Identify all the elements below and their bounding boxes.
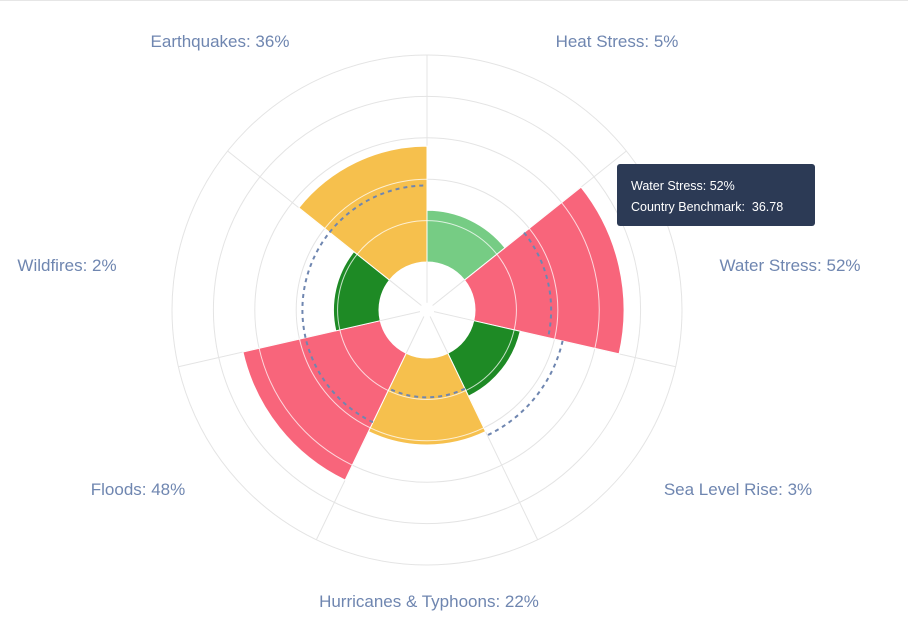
bar-grid-overlay [298,338,371,429]
bar-grid-overlay [387,390,467,400]
benchmark-wildfires [301,231,331,338]
bar-grid-overlay [258,348,353,466]
tooltip-benchmark-value: 36.78 [751,200,784,214]
label-floods: Floods: 48% [91,480,186,499]
bar-grid-overlay [339,329,389,391]
tooltip-benchmark-label: Country Benchmark: [631,200,745,214]
top-divider [0,0,908,1]
benchmark-earthquakes [328,184,428,233]
bar-grid-overlay [324,178,428,229]
center-spoke [380,311,421,322]
benchmark-water-stress [523,231,553,338]
bar-grid-overlay [356,220,428,255]
bar-grid-overlay [337,253,358,331]
center-spoke [429,316,449,354]
center-spoke [405,316,425,354]
bar-grid-overlay [496,253,517,331]
bar-grid-overlay [561,202,600,349]
benchmark-hurricanes-typhoons [388,387,466,399]
center-spoke [433,311,474,322]
center-hole [379,262,475,358]
label-sea-level-rise: Sea Level Rise: 3% [664,480,812,499]
bar-grid-overlay [528,228,559,340]
label-water-stress: Water Stress: 52% [719,256,860,275]
chart-tooltip: Water Stress: 52% Country Benchmark: 36.… [617,164,815,226]
bar-grid-overlay [370,427,484,442]
benchmark-floods [304,337,374,424]
center-spoke [432,279,465,306]
tooltip-line-2: Country Benchmark: 36.78 [631,197,815,218]
label-earthquakes: Earthquakes: 36% [151,32,290,51]
label-heat-stress: Heat Stress: 5% [556,32,679,51]
bar-floods [242,320,407,481]
bar-grid-overlay [465,329,515,391]
bar-grid-overlay [426,220,498,255]
tooltip-line-1: Water Stress: 52% [631,179,735,193]
label-hurricanes-typhoons: Hurricanes & Typhoons: 22% [319,592,539,611]
label-wildfires: Wildfires: 2% [17,256,116,275]
center-spoke [389,279,422,306]
